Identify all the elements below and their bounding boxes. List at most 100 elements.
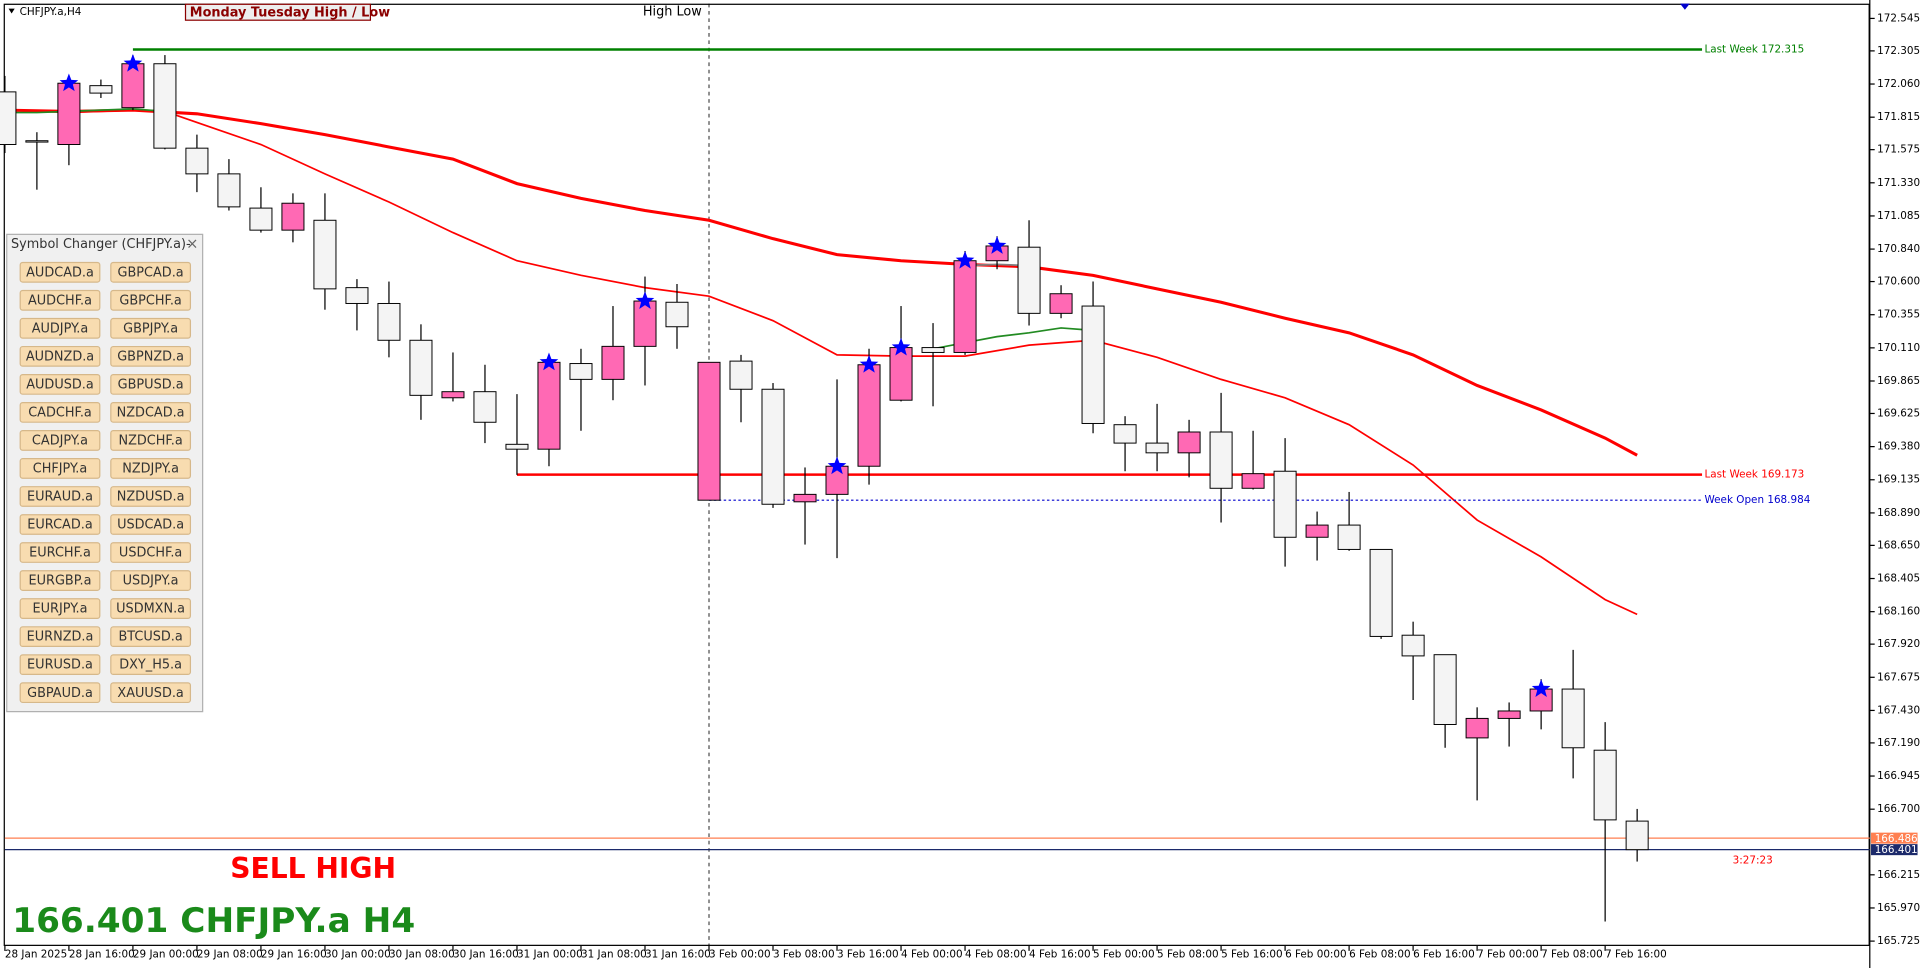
symbol-button-bg[interactable] [110,261,192,283]
symbol-button-bg[interactable] [110,682,192,704]
symbol-button[interactable]: USDCAD.a [110,514,192,535]
symbol-button[interactable]: GBPUSD.a [110,373,192,395]
symbol-button-label[interactable]: USDCHF.a [119,546,182,561]
symbol-button-bg[interactable] [110,542,192,563]
symbol-button-label[interactable]: EURNZD.a [27,630,94,645]
symbol-button-bg[interactable] [110,570,192,591]
symbol-button-bg[interactable] [19,402,101,423]
symbol-button[interactable]: CHFJPY.a [19,458,101,479]
symbol-button-label[interactable]: XAUUSD.a [117,686,183,701]
symbol-button[interactable]: GBPCHF.a [110,289,192,311]
symbol-button-bg[interactable] [19,430,101,451]
symbol-button[interactable]: GBPJPY.a [110,317,192,339]
symbol-button-bg[interactable] [110,289,192,311]
symbol-button-bg[interactable] [19,289,101,311]
symbol-button[interactable]: AUDNZD.a [19,345,101,367]
symbol-button-label[interactable]: EURJPY.a [33,602,88,617]
symbol-button-bg[interactable] [110,373,192,395]
symbol-button[interactable]: NZDCHF.a [110,430,192,451]
symbol-button[interactable]: AUDJPY.a [19,317,101,339]
symbol-button-bg[interactable] [19,570,101,591]
symbol-button-label[interactable]: NZDJPY.a [122,462,179,477]
symbol-button-label[interactable]: USDMXN.a [116,602,185,617]
symbol-button-bg[interactable] [19,514,101,535]
symbol-button-bg[interactable] [110,317,192,339]
symbol-button[interactable]: GBPCAD.a [110,261,192,283]
symbol-button[interactable]: NZDUSD.a [110,486,192,507]
symbol-button-label[interactable]: GBPCHF.a [119,293,181,308]
symbol-button-label[interactable]: GBPAUD.a [27,686,93,701]
symbol-button[interactable]: EURUSD.a [19,654,101,676]
symbol-button-label[interactable]: CADJPY.a [32,434,88,449]
symbol-button[interactable]: GBPAUD.a [19,682,101,704]
symbol-button-label[interactable]: GBPCAD.a [118,265,184,280]
symbol-button[interactable]: EURJPY.a [19,598,101,619]
x-tick-label: 5 Feb 00:00 [1093,949,1155,961]
symbol-button-bg[interactable] [110,458,192,479]
symbol-button-label[interactable]: EURGBP.a [29,574,92,589]
symbol-button-bg[interactable] [19,486,101,507]
candle-body [217,173,241,208]
symbol-button-label[interactable]: AUDCAD.a [26,265,94,280]
symbol-button-label[interactable]: AUDJPY.a [32,321,89,336]
symbol-button[interactable]: NZDCAD.a [110,402,192,423]
symbol-button-bg[interactable] [110,486,192,507]
symbol-button-bg[interactable] [19,317,101,339]
menu-arrow[interactable] [8,8,15,14]
symbol-button-bg[interactable] [110,430,192,451]
symbol-button[interactable]: XAUUSD.a [110,682,192,704]
symbol-button-label[interactable]: USDCAD.a [117,518,184,533]
symbol-button[interactable]: BTCUSD.a [110,626,192,648]
symbol-button-label[interactable]: CHFJPY.a [33,462,87,477]
symbol-button-label[interactable]: NZDUSD.a [117,490,185,505]
symbol-button-bg[interactable] [110,626,192,648]
symbol-button[interactable]: USDCHF.a [110,542,192,563]
symbol-button-label[interactable]: EURCAD.a [27,518,92,533]
symbol-button-label[interactable]: EURUSD.a [27,658,93,673]
symbol-button-label[interactable]: EURCHF.a [29,546,91,561]
symbol-button[interactable]: DXY_H5.a [110,654,192,676]
symbol-button-bg[interactable] [19,542,101,563]
symbol-button[interactable]: EURNZD.a [19,626,101,648]
symbol-button[interactable]: EURCAD.a [19,514,101,535]
symbol-button-bg[interactable] [110,514,192,535]
symbol-button-bg[interactable] [19,345,101,367]
symbol-button[interactable]: GBPNZD.a [110,345,192,367]
symbol-button[interactable]: USDMXN.a [110,598,192,619]
symbol-button[interactable]: USDJPY.a [110,570,192,591]
symbol-button[interactable]: AUDUSD.a [19,373,101,395]
symbol-button[interactable]: NZDJPY.a [110,458,192,479]
symbol-button-label[interactable]: USDJPY.a [123,574,179,589]
symbol-button-label[interactable]: AUDUSD.a [26,377,94,392]
symbol-button-bg[interactable] [19,654,101,676]
symbol-button-label[interactable]: NZDCAD.a [117,406,185,421]
symbol-button[interactable]: EURAUD.a [19,486,101,507]
symbol-button-label[interactable]: AUDCHF.a [28,293,92,308]
symbol-button[interactable]: EURCHF.a [19,542,101,563]
symbol-button-bg[interactable] [19,598,101,619]
symbol-button-bg[interactable] [110,402,192,423]
symbol-button[interactable]: CADCHF.a [19,402,101,423]
symbol-button-bg[interactable] [110,654,192,676]
symbol-button-label[interactable]: NZDCHF.a [119,434,183,449]
symbol-button-label[interactable]: DXY_H5.a [119,658,182,673]
symbol-button-label[interactable]: BTCUSD.a [118,630,182,645]
symbol-button[interactable]: AUDCAD.a [19,261,101,283]
symbol-button-bg[interactable] [19,373,101,395]
symbol-button-bg[interactable] [19,626,101,648]
symbol-button[interactable]: CADJPY.a [19,430,101,451]
symbol-button-bg[interactable] [110,345,192,367]
symbol-button-label[interactable]: GBPJPY.a [123,321,178,336]
panel-close[interactable]: × [186,236,198,253]
symbol-button-label[interactable]: GBPUSD.a [118,377,184,392]
symbol-button-label[interactable]: CADCHF.a [28,406,92,421]
symbol-button[interactable]: EURGBP.a [19,570,101,591]
symbol-button-label[interactable]: AUDNZD.a [26,349,94,364]
symbol-button-bg[interactable] [19,682,101,704]
symbol-button-bg[interactable] [110,598,192,619]
symbol-button-bg[interactable] [19,458,101,479]
symbol-button-bg[interactable] [19,261,101,283]
symbol-button[interactable]: AUDCHF.a [19,289,101,311]
symbol-button-label[interactable]: GBPNZD.a [117,349,184,364]
symbol-button-label[interactable]: EURAUD.a [27,490,93,505]
